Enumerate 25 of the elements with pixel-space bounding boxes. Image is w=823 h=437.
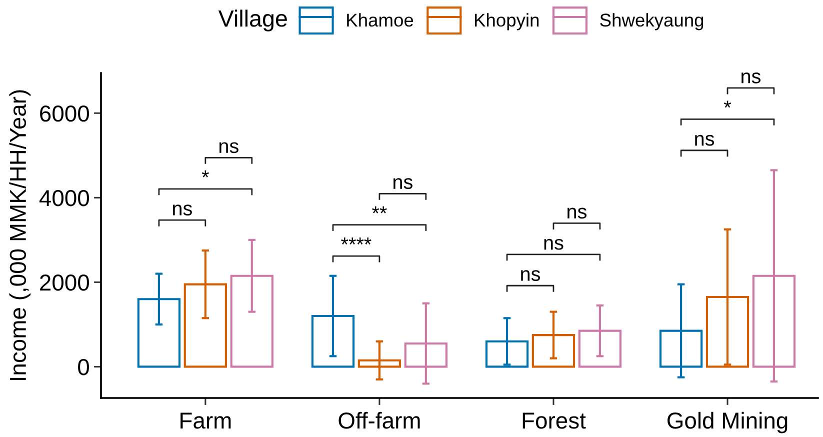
- annotation: *: [202, 170, 209, 178]
- y-tick-label: 2000: [40, 274, 89, 291]
- annotation: ns: [394, 178, 412, 190]
- y-tick-label: 0: [78, 359, 89, 376]
- annotation: ns: [521, 270, 540, 281]
- y-tick-label: 6000: [40, 105, 89, 122]
- annotation: *: [724, 100, 732, 108]
- annotation: ns: [173, 204, 192, 216]
- y-axis-title: Income (,000 MMK/HH/Year): [9, 90, 31, 380]
- x-tick-label: Farm: [180, 412, 231, 429]
- annotation: ns: [742, 72, 761, 84]
- annotation: ns: [544, 238, 564, 250]
- annotation: ns: [568, 208, 586, 219]
- x-tick-label: Gold Mining: [668, 412, 788, 434]
- legend-title: Village: [218, 10, 287, 32]
- x-tick-label: Forest: [522, 412, 586, 429]
- annotation: ****: [341, 238, 372, 245]
- annotation: ns: [695, 134, 714, 146]
- legend-label: Khopyin: [474, 13, 539, 30]
- y-tick-label: 4000: [39, 190, 89, 206]
- x-tick-label: Off-farm: [338, 412, 420, 429]
- annotation: **: [372, 206, 387, 214]
- legend-label: Khamoe: [347, 13, 414, 27]
- legend-label: Shwekyaung: [600, 13, 704, 30]
- annotation: ns: [219, 142, 238, 154]
